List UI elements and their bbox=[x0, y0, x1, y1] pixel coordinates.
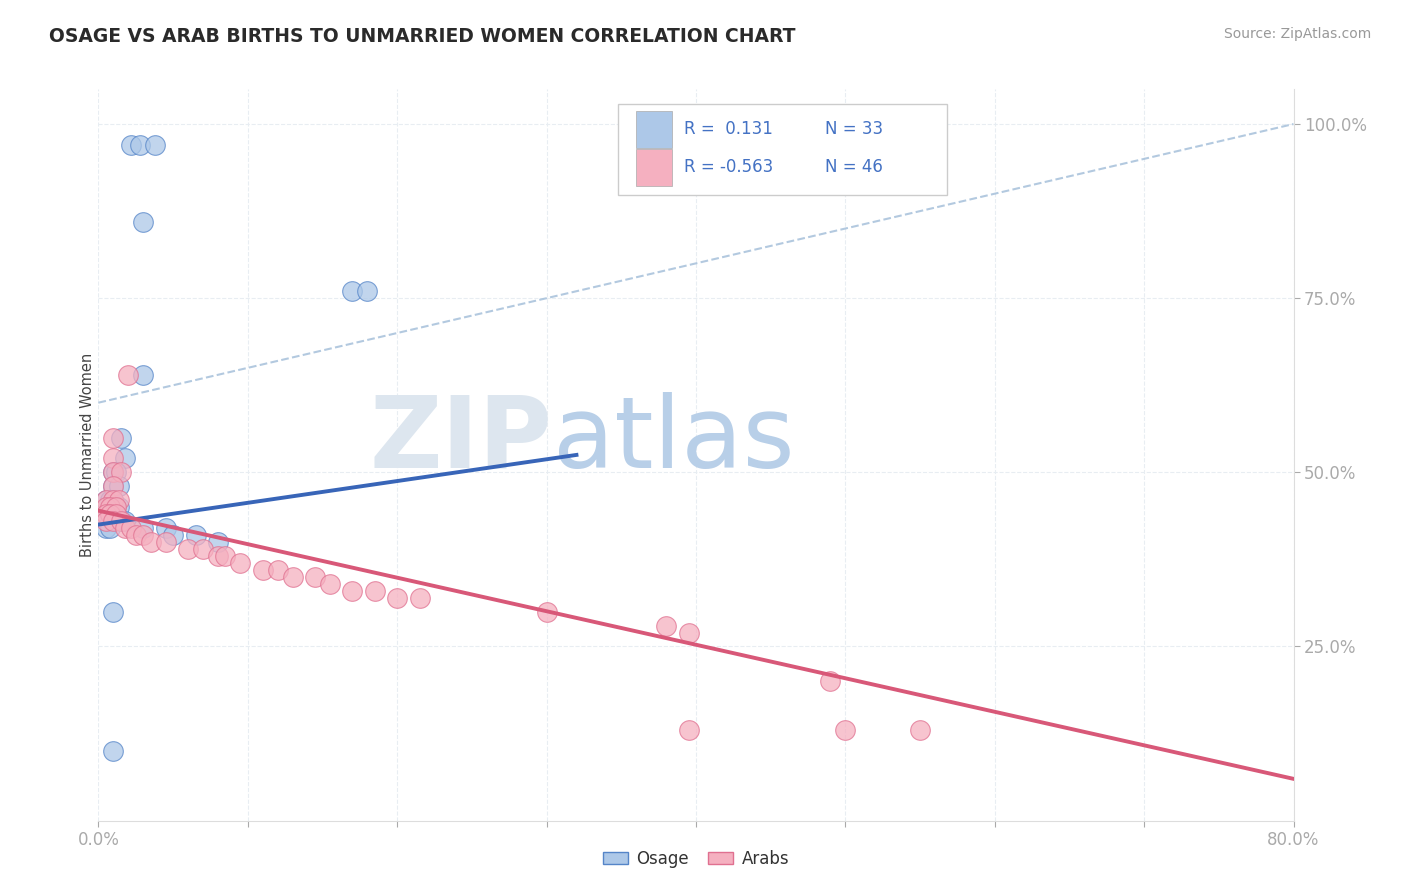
Point bbox=[114, 451, 136, 466]
Point bbox=[105, 507, 128, 521]
Point bbox=[94, 507, 117, 521]
Point bbox=[94, 493, 117, 508]
Point bbox=[162, 528, 184, 542]
Point bbox=[229, 556, 252, 570]
Text: R =  0.131: R = 0.131 bbox=[685, 120, 773, 138]
Point bbox=[94, 507, 117, 521]
Point bbox=[94, 500, 117, 515]
Text: R = -0.563: R = -0.563 bbox=[685, 159, 773, 177]
Point bbox=[132, 521, 155, 535]
Point bbox=[132, 214, 155, 228]
Point bbox=[319, 576, 342, 591]
Point bbox=[98, 500, 122, 515]
Point bbox=[678, 723, 700, 737]
Point bbox=[184, 528, 207, 542]
Point bbox=[108, 493, 131, 508]
Point bbox=[94, 521, 117, 535]
Point bbox=[103, 605, 125, 619]
Point bbox=[108, 500, 131, 515]
Text: OSAGE VS ARAB BIRTHS TO UNMARRIED WOMEN CORRELATION CHART: OSAGE VS ARAB BIRTHS TO UNMARRIED WOMEN … bbox=[49, 27, 796, 45]
Point bbox=[191, 541, 214, 556]
Text: N = 46: N = 46 bbox=[825, 159, 883, 177]
Point bbox=[655, 618, 678, 632]
Point bbox=[98, 507, 122, 521]
Point bbox=[103, 514, 125, 528]
Point bbox=[105, 500, 128, 515]
Point bbox=[103, 744, 125, 758]
FancyBboxPatch shape bbox=[619, 103, 946, 195]
Point bbox=[108, 479, 131, 493]
Text: atlas: atlas bbox=[553, 392, 794, 489]
Point bbox=[103, 479, 125, 493]
Point bbox=[385, 591, 409, 605]
Point bbox=[304, 570, 326, 584]
Point bbox=[267, 563, 290, 577]
Point bbox=[536, 605, 558, 619]
Point bbox=[125, 528, 148, 542]
Point bbox=[103, 466, 125, 480]
Point bbox=[834, 723, 856, 737]
Point bbox=[342, 284, 364, 298]
Point bbox=[678, 625, 700, 640]
Point bbox=[143, 137, 166, 152]
Point bbox=[111, 514, 134, 528]
Point bbox=[132, 368, 155, 382]
Point bbox=[132, 528, 155, 542]
Point bbox=[117, 368, 139, 382]
Point bbox=[356, 284, 378, 298]
Point bbox=[103, 493, 125, 508]
Point bbox=[155, 521, 177, 535]
Point bbox=[94, 514, 117, 528]
Point bbox=[207, 535, 229, 549]
Point bbox=[98, 521, 122, 535]
Text: N = 33: N = 33 bbox=[825, 120, 883, 138]
Text: Source: ZipAtlas.com: Source: ZipAtlas.com bbox=[1223, 27, 1371, 41]
Point bbox=[103, 479, 125, 493]
Point bbox=[342, 583, 364, 598]
Point bbox=[105, 514, 128, 528]
Point bbox=[110, 430, 132, 444]
Point bbox=[129, 137, 152, 152]
Legend: Osage, Arabs: Osage, Arabs bbox=[596, 843, 796, 874]
Point bbox=[98, 507, 122, 521]
Point bbox=[94, 493, 117, 508]
Point bbox=[177, 541, 200, 556]
Y-axis label: Births to Unmarried Women: Births to Unmarried Women bbox=[80, 353, 94, 557]
Point bbox=[214, 549, 236, 563]
Point bbox=[103, 430, 125, 444]
Point bbox=[155, 535, 177, 549]
Point bbox=[207, 549, 229, 563]
Point bbox=[114, 521, 136, 535]
FancyBboxPatch shape bbox=[636, 112, 672, 148]
Point bbox=[103, 507, 125, 521]
Point bbox=[103, 493, 125, 508]
Point bbox=[120, 521, 142, 535]
Point bbox=[110, 466, 132, 480]
Point bbox=[103, 466, 125, 480]
Point bbox=[139, 535, 162, 549]
Point bbox=[98, 493, 122, 508]
Point bbox=[281, 570, 304, 584]
Point bbox=[103, 451, 125, 466]
Point bbox=[408, 591, 430, 605]
Point bbox=[105, 500, 128, 515]
Point bbox=[252, 563, 274, 577]
Point bbox=[364, 583, 387, 598]
Point bbox=[114, 514, 136, 528]
Point bbox=[820, 674, 842, 689]
Point bbox=[908, 723, 931, 737]
Text: ZIP: ZIP bbox=[370, 392, 553, 489]
Point bbox=[110, 514, 132, 528]
Point bbox=[105, 466, 128, 480]
FancyBboxPatch shape bbox=[636, 149, 672, 186]
Point bbox=[120, 137, 142, 152]
